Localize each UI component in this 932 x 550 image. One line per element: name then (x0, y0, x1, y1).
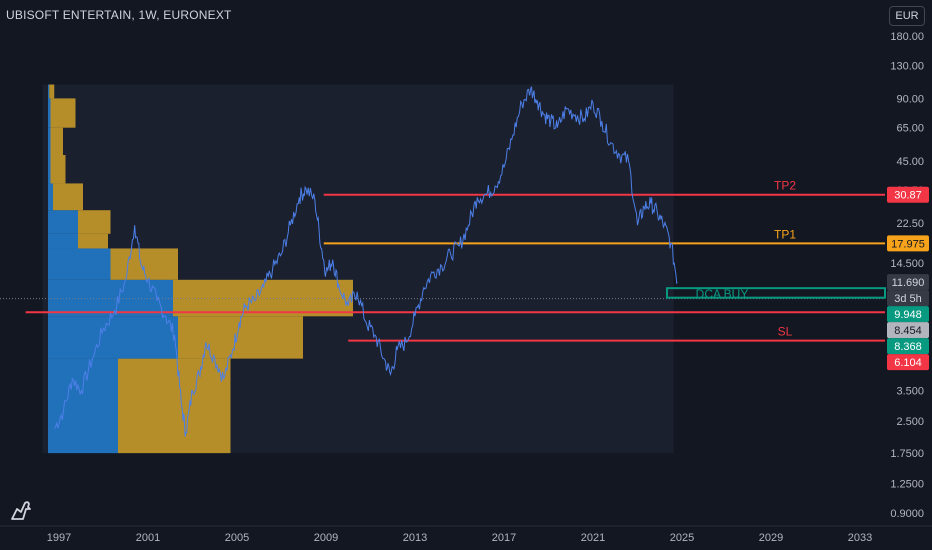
volume-profile-bar-up (48, 210, 78, 234)
volume-profile-bar-down (53, 183, 83, 211)
volume-profile-bar-up (48, 98, 51, 128)
volume-profile-bar-up (48, 127, 51, 155)
volume-profile-bar-up (48, 316, 178, 359)
price-badge-label: 17.975 (891, 238, 925, 250)
x-axis[interactable]: 1997 2001 2005 2009 2013 2017 2021 2025 2029 2033 (47, 532, 872, 544)
price-badge (887, 290, 929, 307)
price-badge (887, 235, 929, 252)
volume-profile-bar-down (49, 84, 55, 99)
x-tick-label: 2025 (670, 532, 694, 544)
y-tick-label: 3.500 (896, 386, 924, 398)
price-series-line (54, 86, 678, 437)
level-label: TP2 (774, 179, 796, 193)
volume-profile-bar-up (48, 233, 78, 249)
volume-profile-bar-down (118, 358, 231, 454)
price-badge-label: 8.454 (894, 325, 922, 337)
price-badge-label: 30.87 (894, 190, 922, 202)
volume-profile-bar-down (78, 210, 111, 234)
level-label: TP1 (774, 227, 796, 241)
price-badge (887, 274, 929, 291)
price-badge (887, 186, 929, 203)
x-tick-label: 2009 (314, 532, 338, 544)
price-badge-label: 6.104 (894, 357, 922, 369)
volume-profile-bar-down (50, 127, 63, 155)
volume-profile-bar-up (48, 279, 173, 317)
y-tick-label: 45.00 (896, 156, 924, 168)
volume-profile-bar-up (48, 154, 51, 184)
volume-profile-bar-down (110, 248, 178, 280)
volume-profile-bar-up (48, 248, 111, 280)
x-tick-label: 2001 (136, 532, 160, 544)
y-tick-label: 130.00 (890, 60, 924, 72)
volume-profile (48, 84, 353, 454)
currency-button[interactable]: EUR (889, 6, 925, 26)
volume-profile-bar-up (48, 183, 53, 211)
level-lines[interactable]: TP2 TP1 SL (25, 179, 885, 342)
price-badge-label: 8.368 (894, 341, 922, 353)
x-tick-label: 1997 (47, 532, 71, 544)
volume-profile-bar-up (48, 84, 50, 99)
x-tick-label: 2029 (759, 532, 783, 544)
price-axis-badges: 30.87 17.975 11.690 3d 5h 9.948 8.454 8.368 6.1… (887, 186, 929, 371)
x-tick-label: 2021 (581, 532, 605, 544)
price-badge-label: 9.948 (894, 309, 922, 321)
volume-profile-bar-down (50, 98, 76, 128)
volume-profile-bar-up (48, 358, 118, 454)
x-tick-label: 2033 (848, 532, 872, 544)
y-tick-label: 65.00 (896, 123, 924, 135)
price-badge (887, 354, 929, 371)
price-badge-label: 3d 5h (894, 293, 922, 305)
x-tick-label: 2005 (225, 532, 249, 544)
y-tick-label: 0.9000 (890, 508, 924, 520)
tradingview-logo-icon (11, 501, 31, 520)
price-badge (887, 322, 929, 339)
y-tick-label: 22.50 (896, 218, 924, 230)
y-tick-label: 1.7500 (890, 448, 924, 460)
y-tick-label: 1.2500 (890, 478, 924, 490)
dca-buy-zone[interactable] (666, 287, 886, 299)
y-tick-label: 14.500 (890, 258, 924, 270)
price-badge (887, 338, 929, 355)
level-label: SL (778, 325, 793, 339)
price-badge-label: 11.690 (892, 277, 925, 289)
dca-buy-label: DCA BUY (696, 287, 749, 301)
y-tick-label: 180.00 (890, 31, 924, 43)
y-tick-label: 2.500 (896, 416, 924, 428)
symbol-title[interactable]: UBISOFT ENTERTAIN, 1W, EURONEXT (6, 8, 232, 22)
volume-profile-bar-down (50, 154, 66, 184)
x-tick-label: 2017 (492, 532, 516, 544)
volume-profile-bar-down (78, 233, 108, 249)
y-tick-label: 90.00 (896, 93, 924, 105)
price-badge (887, 306, 929, 323)
x-tick-label: 2013 (403, 532, 427, 544)
